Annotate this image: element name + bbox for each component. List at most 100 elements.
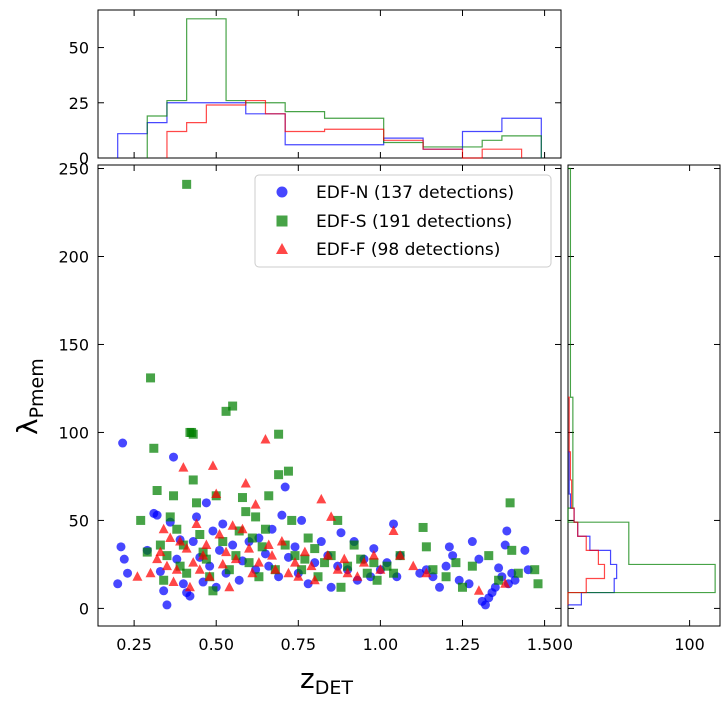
data-point-edf-f [293,571,304,581]
data-point-edf-s [484,551,494,561]
data-point-edf-s [182,568,192,578]
top-hist-y-tick-label: 25 [69,94,89,113]
data-point-edf-n [116,542,126,552]
data-point-edf-f [165,532,176,543]
data-point-edf-n [448,551,458,561]
data-point-edf-s [333,515,343,525]
data-point-edf-n [336,528,346,538]
data-point-edf-n [192,512,202,522]
data-point-edf-f [155,546,166,557]
data-point-edf-s [260,524,270,534]
data-point-edf-f [253,557,264,567]
top-hist-step-edf-s [146,18,542,158]
data-point-edf-n [428,572,438,582]
data-point-edf-s [155,540,165,550]
data-point-edf-s [362,568,372,578]
data-point-edf-f [178,462,189,472]
data-point-edf-n [123,568,133,578]
data-point-edf-f [267,550,278,560]
x-axis-label: zDET [300,662,353,699]
legend-box [254,174,552,268]
y-axis-label: λPmem [11,358,48,435]
data-point-edf-s [136,515,146,525]
data-point-edf-s [533,579,543,589]
data-point-edf-f [358,557,369,567]
y-tick-label: 0 [79,599,89,618]
data-point-edf-s [451,558,461,568]
data-point-edf-f [198,550,209,560]
data-point-edf-f [326,511,337,521]
data-point-edf-n [290,542,300,552]
data-point-edf-s [349,540,359,550]
data-point-edf-n [185,591,195,601]
data-point-edf-f [342,567,353,578]
data-point-edf-n [162,600,172,610]
top-hist-step-edf-n [117,102,542,158]
data-point-edf-n [188,537,198,547]
data-point-edf-n [169,452,179,462]
data-point-edf-f [247,567,258,578]
data-point-edf-f [217,558,228,569]
data-point-edf-s [320,558,330,568]
data-point-edf-f [339,553,350,564]
data-point-edf-n [159,586,169,596]
data-point-edf-s [389,568,399,578]
data-point-edf-n [274,572,284,582]
data-point-edf-f [168,576,179,587]
data-point-edf-s [287,515,297,525]
data-point-edf-f [283,567,294,578]
data-point-edf-s [274,429,284,439]
data-point-edf-s [428,565,438,575]
data-point-edf-f [221,546,232,557]
data-point-edf-s [208,586,218,596]
data-point-edf-f [175,536,186,546]
data-point-edf-f [204,571,215,581]
data-point-edf-s [507,545,517,555]
y-tick-label: 100 [58,423,89,442]
data-point-edf-s [224,565,234,575]
data-point-edf-s [290,551,300,561]
data-point-edf-n [444,542,454,552]
data-point-edf-s [247,533,257,543]
data-point-edf-f [316,493,327,504]
data-point-edf-f [421,567,432,578]
x-tick-label: 1.00 [363,635,399,654]
right-hist-step-edf-n [568,451,618,606]
data-point-edf-s [188,475,198,485]
data-point-edf-s [326,551,336,561]
legend-marker-edf-f [276,243,288,254]
legend-label-edf-f: EDF-F (98 detections) [316,240,500,260]
data-point-edf-s [152,486,162,496]
data-point-edf-n [502,526,512,536]
data-point-edf-f [240,477,251,488]
data-point-edf-s [182,179,192,189]
right-hist-step-edf-s [567,167,716,605]
data-point-edf-s [188,429,198,439]
data-point-edf-n [172,554,182,564]
y-tick-label: 250 [58,160,89,179]
data-point-edf-f [207,460,218,470]
data-point-edf-s [218,537,228,547]
data-point-edf-f [158,523,169,534]
data-point-edf-n [480,600,490,610]
data-point-edf-s [237,493,247,503]
data-point-edf-s [418,522,428,532]
main-scatter-plot: 0.25 0.50 0.75 1.00 1.25 1.50 0 50 100 150 200 250 [58,160,562,654]
data-point-edf-f [332,564,343,574]
data-point-edf-n [303,579,313,589]
data-point-edf-s [159,575,169,585]
data-point-edf-f [309,574,320,585]
data-point-edf-s [494,575,504,585]
data-point-edf-f [352,571,363,581]
right-hist-x-tick-label: 100 [674,635,705,654]
data-point-edf-s [283,466,293,476]
data-point-edf-s [336,582,346,592]
data-point-edf-s [421,542,431,552]
top-hist-y-tick-label: 50 [69,39,89,58]
data-point-edf-f [181,543,192,553]
data-point-edf-s [195,530,205,540]
data-point-edf-n [520,545,530,555]
top-histogram: 0 25 50 [69,9,562,168]
data-point-edf-s [244,558,254,568]
data-point-edf-f [184,581,195,592]
